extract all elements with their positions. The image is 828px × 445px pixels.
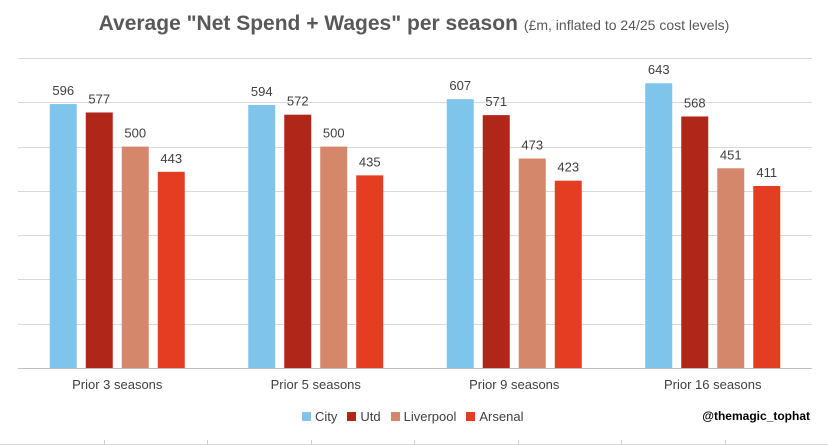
bar-utd-2 (284, 114, 312, 368)
chart-legend: City Utd Liverpool Arsenal (302, 409, 523, 424)
value-label: 500 (124, 126, 146, 141)
bar-arsenal-4 (753, 185, 781, 368)
bar-arsenal-3 (554, 180, 582, 368)
legend-label: City (315, 409, 338, 424)
bar-arsenal-2 (356, 175, 384, 368)
legend-label: Liverpool (403, 409, 457, 424)
legend-label: Utd (360, 409, 381, 424)
border-tick (104, 440, 105, 444)
border-tick (725, 440, 726, 444)
bar-liverpool-4 (717, 168, 745, 368)
category-label: Prior 5 seasons (271, 377, 362, 392)
bar-liverpool-1 (121, 146, 149, 368)
value-label: 607 (449, 78, 471, 93)
chart-title-block: Average "Net Spend + Wages" per season (£… (0, 12, 828, 36)
bar-city-3 (446, 99, 474, 368)
legend-swatch (347, 412, 357, 421)
value-label: 594 (251, 84, 273, 99)
legend-item-liverpool: Liverpool (390, 409, 457, 424)
value-label: 411 (756, 165, 777, 180)
value-label: 572 (287, 94, 309, 109)
legend-swatch (466, 412, 476, 421)
bar-arsenal-1 (157, 171, 185, 368)
category-label: Prior 3 seasons (72, 377, 163, 392)
value-label: 568 (684, 95, 706, 110)
value-label: 596 (52, 83, 74, 98)
bar-utd-1 (85, 112, 113, 368)
value-label: 435 (359, 154, 381, 169)
legend-label: Arsenal (479, 409, 524, 424)
bar-city-2 (248, 104, 276, 368)
border-tick (621, 440, 622, 444)
chart-subtitle: (£m, inflated to 24/25 cost levels) (523, 17, 730, 33)
legend-item-arsenal: Arsenal (466, 409, 523, 424)
value-label: 577 (88, 91, 110, 106)
legend-swatch (302, 412, 311, 421)
value-label: 423 (557, 160, 579, 175)
value-label: 443 (160, 151, 182, 166)
legend-item-utd: Utd (347, 409, 381, 424)
value-label: 451 (720, 147, 742, 162)
border-tick (207, 440, 208, 444)
value-label: 643 (648, 62, 670, 77)
category-label: Prior 9 seasons (469, 377, 560, 392)
value-label: 500 (323, 126, 345, 141)
value-label: 571 (485, 94, 507, 109)
bar-city-1 (49, 104, 77, 369)
bar-utd-4 (681, 116, 709, 368)
bar-utd-3 (482, 115, 510, 368)
border-tick (518, 440, 519, 444)
legend-item-city: City (302, 409, 337, 424)
legend-swatch (390, 412, 400, 421)
bar-liverpool-3 (518, 158, 546, 368)
value-label: 473 (521, 138, 543, 153)
bottom-border-ticks (0, 440, 828, 444)
author-credit: @themagic_tophat (702, 409, 810, 423)
border-tick (414, 440, 415, 444)
category-label: Prior 16 seasons (664, 377, 762, 392)
chart-title: Average "Net Spend + Wages" per season (98, 12, 518, 35)
bar-liverpool-2 (320, 146, 348, 368)
border-tick (311, 440, 312, 444)
bar-city-4 (645, 83, 673, 368)
